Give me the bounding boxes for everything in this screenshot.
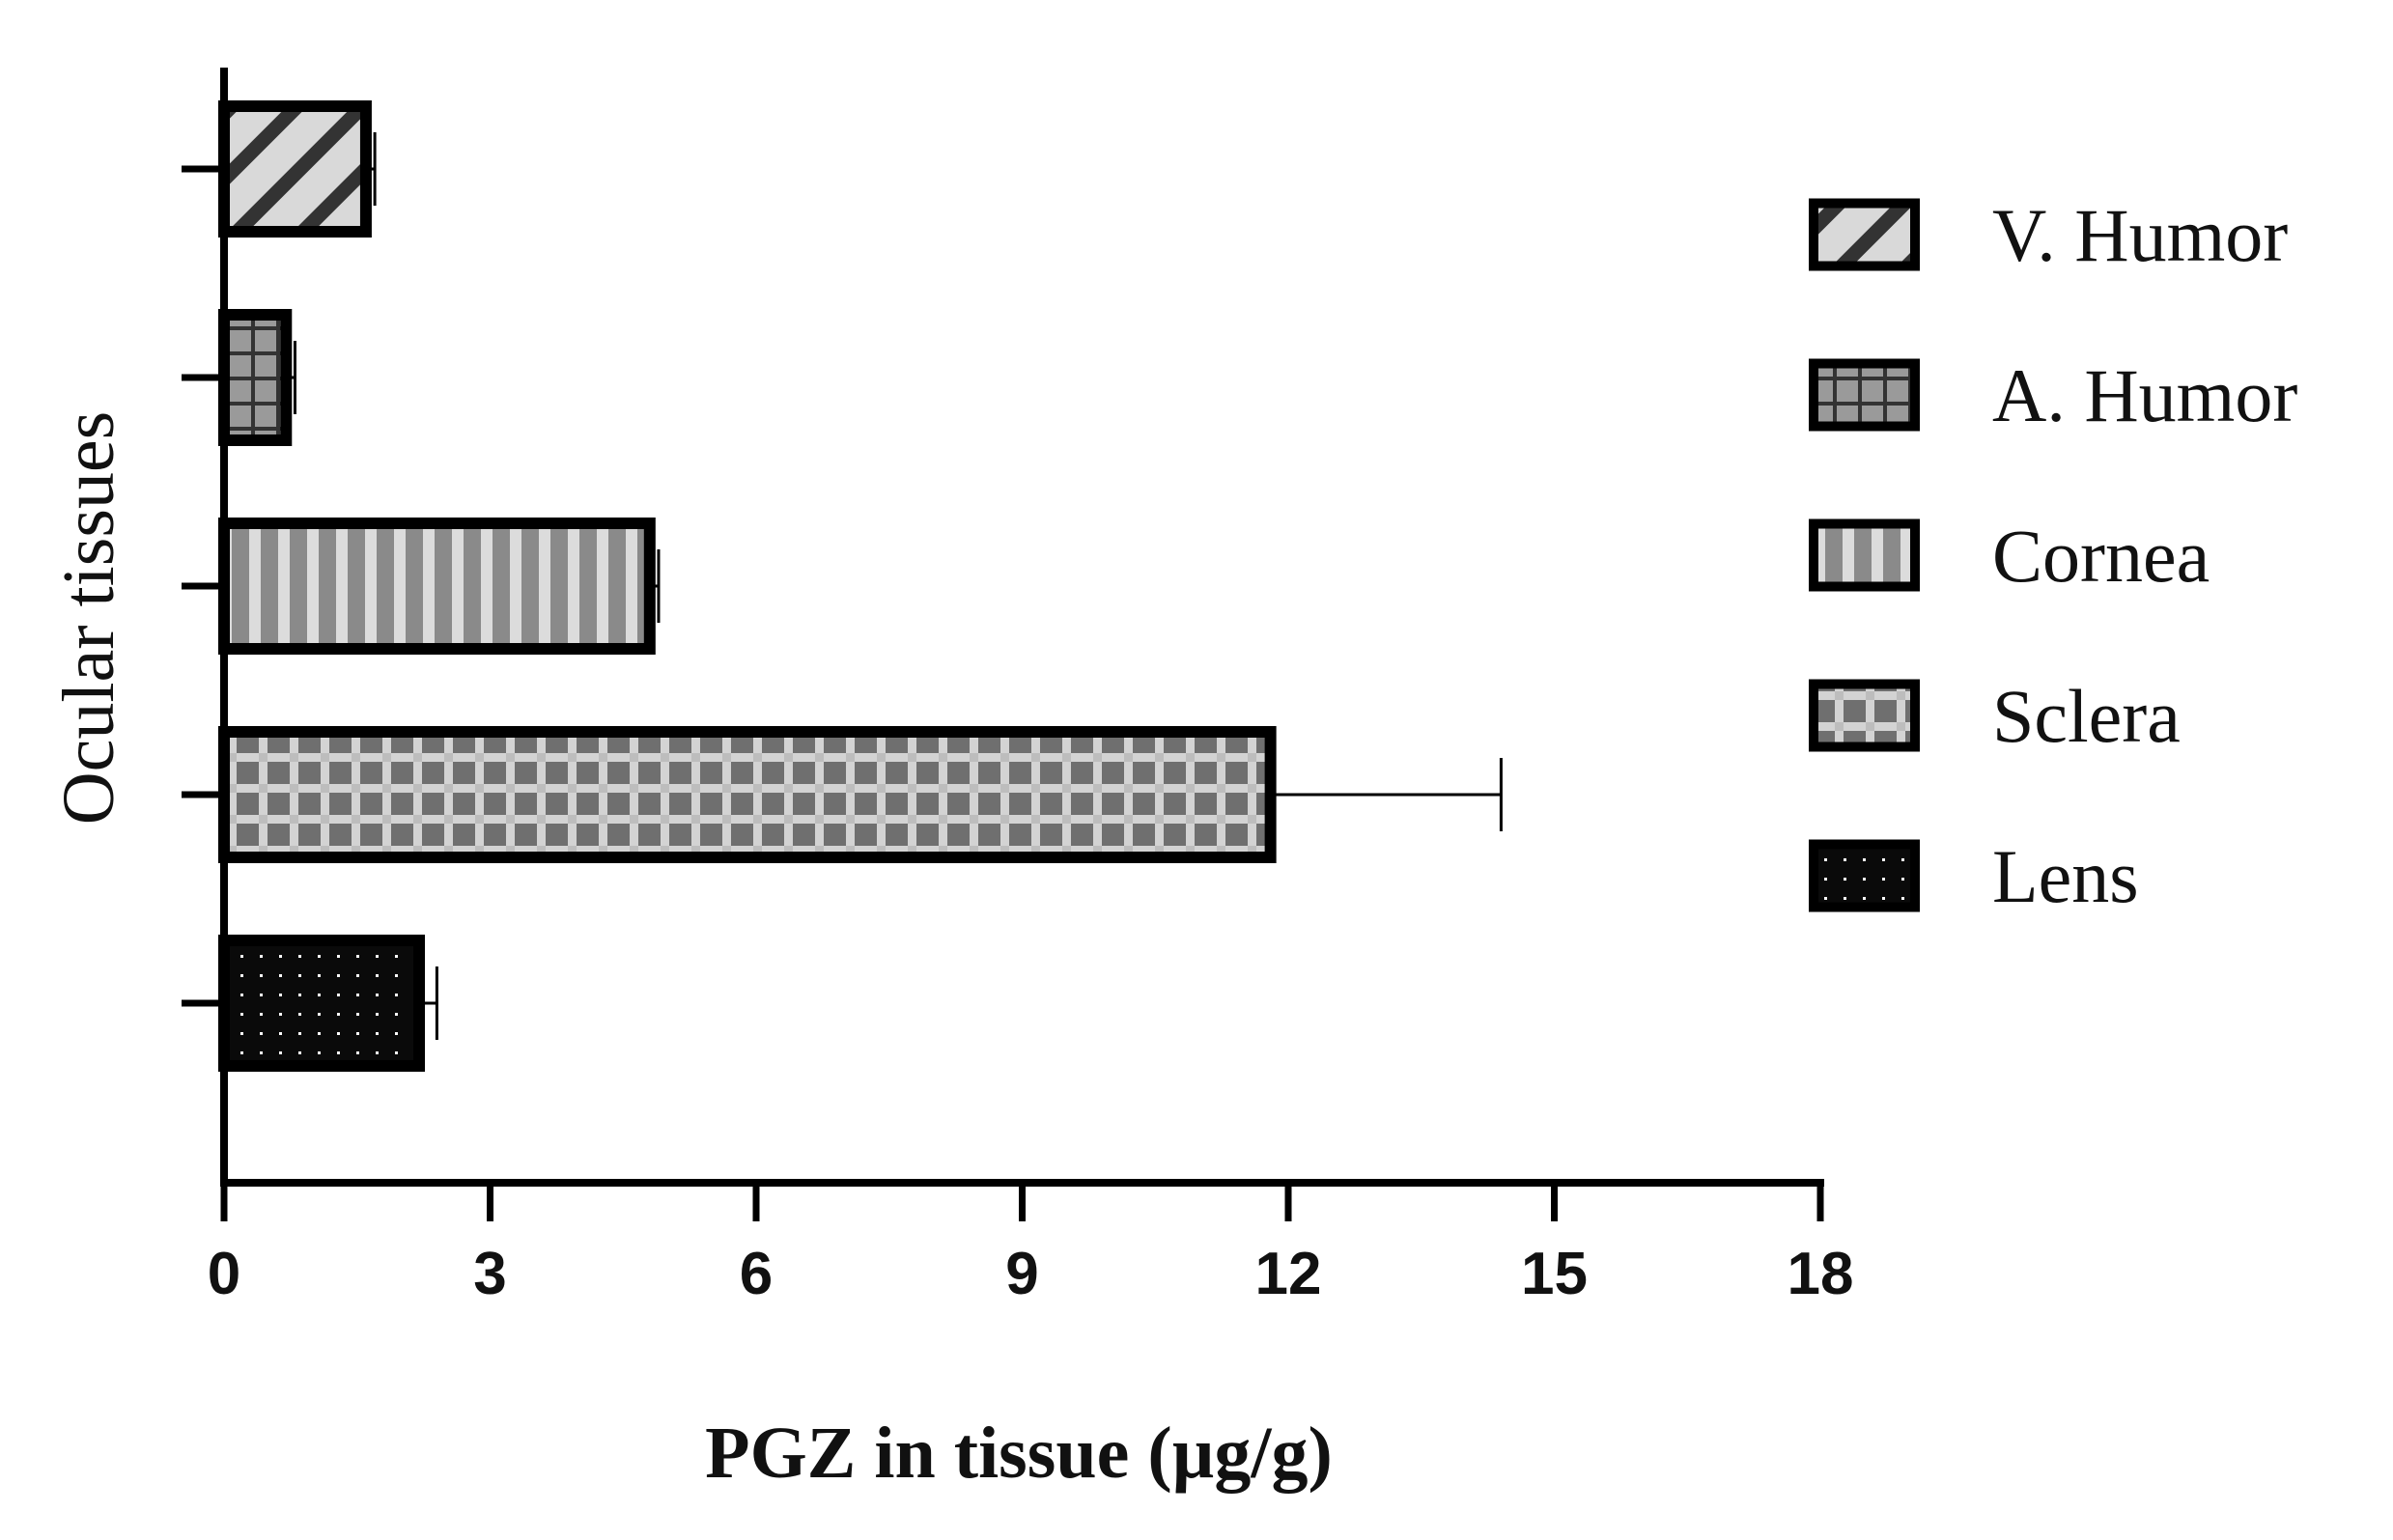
x-tick-label: 9	[1005, 1241, 1038, 1307]
legend-label: Cornea	[1992, 514, 2210, 598]
x-tick-label: 6	[740, 1241, 773, 1307]
legend-label: Lens	[1992, 834, 2139, 918]
legend-swatch	[1809, 198, 1920, 271]
bars	[218, 100, 1503, 1072]
x-tick-label: 12	[1255, 1241, 1322, 1307]
legend-label: V. Humor	[1992, 193, 2288, 277]
y-axis	[182, 68, 228, 1187]
x-tick-label: 15	[1521, 1241, 1588, 1307]
bar-sclera	[218, 726, 1277, 863]
legend-swatch	[1809, 358, 1920, 432]
bar-v-humor	[218, 100, 372, 238]
y-axis-title: Ocular tissues	[48, 411, 129, 825]
legend-swatch	[1809, 679, 1920, 752]
legend: V. Humor A. Humor Cornea Sclera Lens	[1809, 193, 2297, 918]
x-tick-label: 0	[208, 1241, 240, 1307]
bar-cornea	[218, 518, 656, 655]
legend-swatch	[1809, 839, 1920, 912]
bar-lens	[218, 935, 426, 1072]
x-axis-title: PGZ in tissue (µg/g)	[705, 1413, 1333, 1494]
x-tick-label: 3	[473, 1241, 506, 1307]
legend-swatch	[1809, 518, 1920, 592]
legend-label: Sclera	[1992, 674, 2181, 758]
bar-a-humor	[218, 309, 293, 446]
legend-label: A. Humor	[1992, 353, 2297, 437]
x-axis: 0 3 6 9 12 15 18	[208, 1179, 1854, 1307]
x-tick-label: 18	[1788, 1241, 1854, 1307]
